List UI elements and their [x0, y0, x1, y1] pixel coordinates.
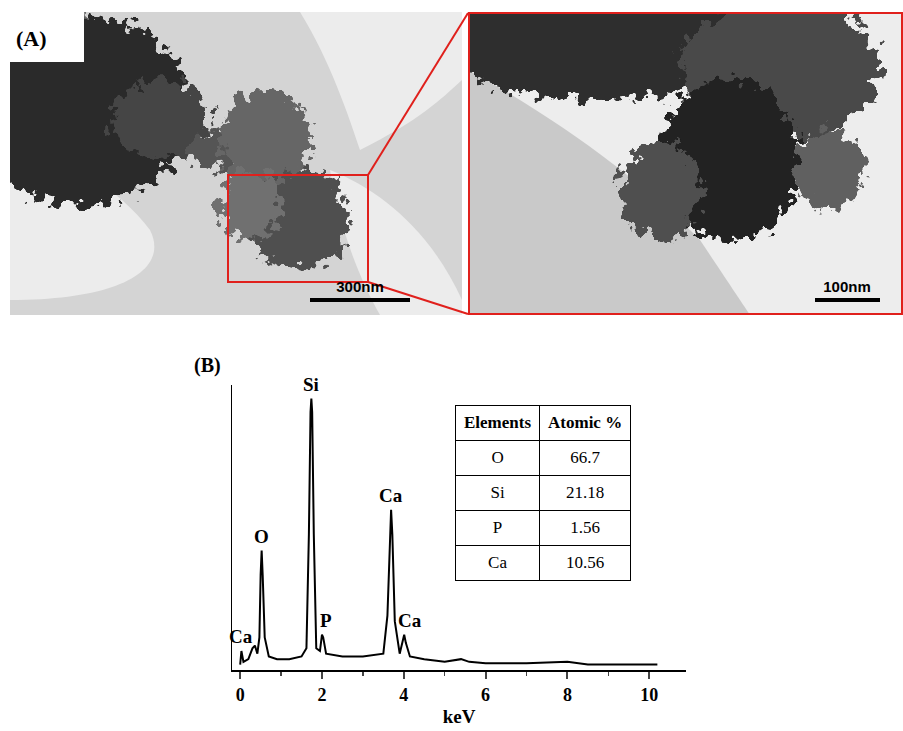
svg-text:10: 10	[640, 685, 658, 705]
html-text:Ca: Ca	[488, 553, 507, 572]
svg-text:keV: keV	[443, 706, 476, 727]
html-text:Atomic %: Atomic %	[548, 413, 623, 432]
html-text:21.18: 21.18	[566, 483, 605, 502]
html-text:10.56: 10.56	[566, 553, 605, 572]
svg-text:P: P	[320, 610, 332, 631]
html-text:66.7: 66.7	[570, 448, 600, 467]
svg-text:100nm: 100nm	[823, 278, 871, 295]
svg-text:(B): (B)	[194, 354, 221, 377]
svg-text:Ca: Ca	[229, 626, 253, 647]
html-text:Elements: Elements	[464, 413, 531, 432]
html-text:Si: Si	[490, 483, 505, 502]
html-text:P: P	[492, 518, 503, 537]
svg-text:0: 0	[236, 685, 245, 705]
html-text:1.56: 1.56	[570, 518, 600, 537]
svg-text:Si: Si	[303, 374, 319, 395]
svg-text:(A): (A)	[16, 26, 47, 51]
svg-text:6: 6	[481, 685, 490, 705]
svg-text:Ca: Ca	[379, 485, 403, 506]
svg-text:Ca: Ca	[398, 610, 422, 631]
svg-text:2: 2	[317, 685, 326, 705]
svg-text:300nm: 300nm	[336, 278, 384, 295]
svg-text:O: O	[254, 526, 269, 547]
svg-text:8: 8	[563, 685, 572, 705]
html-text:O: O	[491, 448, 504, 467]
svg-text:4: 4	[399, 685, 408, 705]
